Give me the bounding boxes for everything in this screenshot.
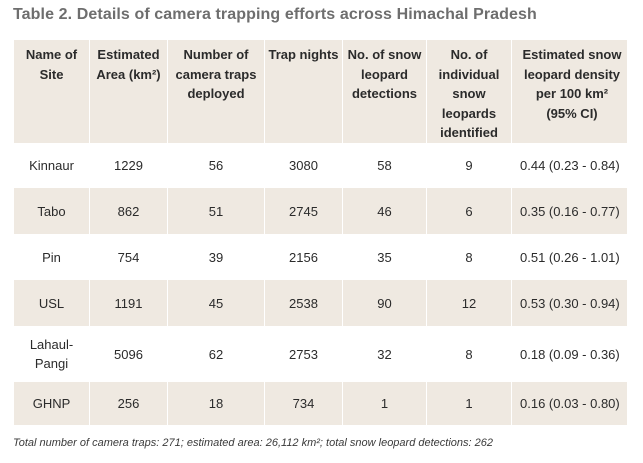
table-footnote: Total number of camera traps: 271; estim… xyxy=(13,437,493,449)
cell-area: 1229 xyxy=(89,143,168,188)
cell-density: 0.35 (0.16 - 0.77) xyxy=(511,188,628,234)
cell-detections: 58 xyxy=(342,143,427,188)
cell-individuals: 9 xyxy=(426,143,512,188)
header-snow-leopard-detections: No. of snow leopard detections xyxy=(342,40,427,143)
cell-camera-traps: 18 xyxy=(167,382,265,425)
cell-site: USL xyxy=(13,280,90,326)
cell-site: GHNP xyxy=(13,382,90,425)
cell-trap-nights: 2156 xyxy=(264,234,343,280)
cell-detections: 35 xyxy=(342,234,427,280)
cell-density: 0.18 (0.09 - 0.36) xyxy=(511,326,628,382)
header-number-of-camera-traps: Number of camera traps deployed xyxy=(167,40,265,143)
header-name-of-site: Name of Site xyxy=(13,40,90,143)
cell-site: Lahaul-Pangi xyxy=(13,326,90,382)
header-trap-nights: Trap nights xyxy=(264,40,343,143)
cell-camera-traps: 39 xyxy=(167,234,265,280)
cell-trap-nights: 734 xyxy=(264,382,343,425)
cell-individuals: 12 xyxy=(426,280,512,326)
cell-site: Pin xyxy=(13,234,90,280)
cell-area: 256 xyxy=(89,382,168,425)
table-row: Kinnaur 1229 56 3080 58 9 0.44 (0.23 - 0… xyxy=(13,143,628,188)
cell-density: 0.51 (0.26 - 1.01) xyxy=(511,234,628,280)
cell-detections: 1 xyxy=(342,382,427,425)
cell-detections: 32 xyxy=(342,326,427,382)
cell-camera-traps: 51 xyxy=(167,188,265,234)
cell-detections: 90 xyxy=(342,280,427,326)
cell-site: Kinnaur xyxy=(13,143,90,188)
cell-camera-traps: 56 xyxy=(167,143,265,188)
header-estimated-area: Estimated Area (km²) xyxy=(89,40,168,143)
cell-trap-nights: 2753 xyxy=(264,326,343,382)
cell-density: 0.44 (0.23 - 0.84) xyxy=(511,143,628,188)
cell-trap-nights: 2538 xyxy=(264,280,343,326)
cell-site: Tabo xyxy=(13,188,90,234)
cell-individuals: 8 xyxy=(426,234,512,280)
cell-area: 5096 xyxy=(89,326,168,382)
table-row: Pin 754 39 2156 35 8 0.51 (0.26 - 1.01) xyxy=(13,234,628,280)
table-row: Lahaul-Pangi 5096 62 2753 32 8 0.18 (0.0… xyxy=(13,326,628,382)
header-estimated-density: Estimated snow leopard density per 100 k… xyxy=(511,40,628,143)
cell-trap-nights: 3080 xyxy=(264,143,343,188)
cell-individuals: 8 xyxy=(426,326,512,382)
camera-trapping-table: Name of Site Estimated Area (km²) Number… xyxy=(13,40,628,425)
table-title: Table 2. Details of camera trapping effo… xyxy=(13,6,537,23)
cell-area: 1191 xyxy=(89,280,168,326)
cell-individuals: 1 xyxy=(426,382,512,425)
cell-camera-traps: 45 xyxy=(167,280,265,326)
header-individuals-identified: No. of individual snow leopards identifi… xyxy=(426,40,512,143)
cell-camera-traps: 62 xyxy=(167,326,265,382)
table-row: Tabo 862 51 2745 46 6 0.35 (0.16 - 0.77) xyxy=(13,188,628,234)
cell-area: 862 xyxy=(89,188,168,234)
cell-area: 754 xyxy=(89,234,168,280)
table-row: USL 1191 45 2538 90 12 0.53 (0.30 - 0.94… xyxy=(13,280,628,326)
cell-trap-nights: 2745 xyxy=(264,188,343,234)
cell-density: 0.16 (0.03 - 0.80) xyxy=(511,382,628,425)
cell-density: 0.53 (0.30 - 0.94) xyxy=(511,280,628,326)
table-row: GHNP 256 18 734 1 1 0.16 (0.03 - 0.80) xyxy=(13,382,628,425)
table-header-row: Name of Site Estimated Area (km²) Number… xyxy=(13,40,628,143)
cell-individuals: 6 xyxy=(426,188,512,234)
cell-detections: 46 xyxy=(342,188,427,234)
